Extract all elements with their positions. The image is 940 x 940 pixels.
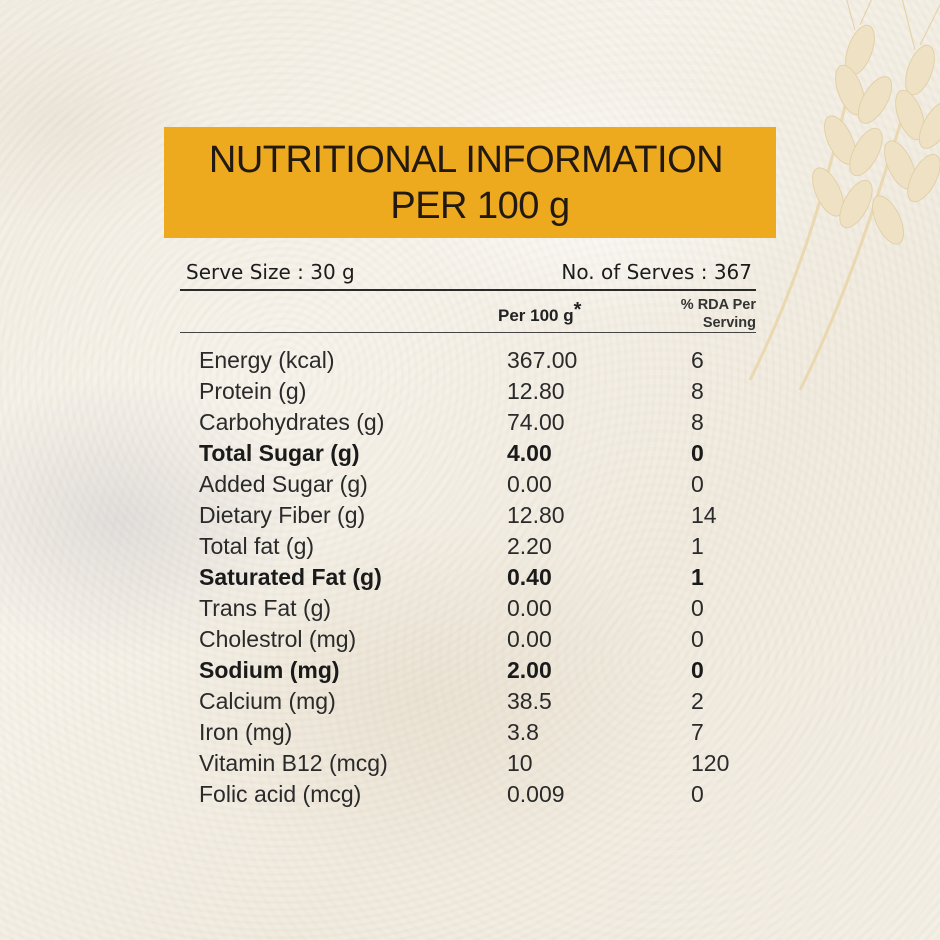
nutrient-rda: 1 [691,564,704,590]
nutrient-rda: 2 [691,688,704,714]
nutrient-per100: 0.009 [507,781,565,807]
table-row: Trans Fat (g) 0.00 0 [0,593,940,624]
table-row: Iron (mg) 3.8 7 [0,717,940,748]
nutrient-rda: 7 [691,719,704,745]
nutrient-name: Cholestrol (mg) [199,626,357,652]
divider-header [180,332,756,333]
nutrient-per100: 0.00 [507,471,552,497]
nutrient-rda: 0 [691,657,704,683]
nutrient-per100: 4.00 [507,440,552,466]
nutrient-per100: 12.80 [507,378,565,404]
table-row: Carbohydrates (g) 74.00 8 [0,407,940,438]
nutrient-per100: 3.8 [507,719,539,745]
nutrient-name: Folic acid (mcg) [199,781,362,807]
nutrient-name: Trans Fat (g) [199,595,332,621]
table-row: Vitamin B12 (mcg) 10 120 [0,748,940,779]
table-row: Total Sugar (g) 4.00 0 [0,438,940,469]
column-header-rda: % RDA Per Serving [650,296,756,332]
serves-count: No. of Serves : 367 [561,260,752,284]
table-row: Cholestrol (mg) 0.00 0 [0,624,940,655]
nutrient-rda: 0 [691,626,704,652]
nutrient-rda: 8 [691,378,704,404]
nutrient-per100: 0.40 [507,564,552,590]
nutrient-rda: 0 [691,781,704,807]
nutrient-name: Sodium (mg) [199,657,340,683]
table-row: Dietary Fiber (g) 12.80 14 [0,500,940,531]
divider-top [180,289,756,291]
nutrient-rda: 0 [691,595,704,621]
nutrient-per100: 0.00 [507,626,552,652]
nutrient-per100: 38.5 [507,688,552,714]
table-row: Total fat (g) 2.20 1 [0,531,940,562]
nutrient-per100: 2.20 [507,533,552,559]
nutrient-name: Carbohydrates (g) [199,409,385,435]
nutrient-rda: 0 [691,471,704,497]
nutrient-rda: 120 [691,750,730,776]
nutrient-name: Protein (g) [199,378,307,404]
nutrient-name: Total fat (g) [199,533,315,559]
nutrient-name: Added Sugar (g) [199,471,368,497]
serve-info-row: Serve Size : 30 g No. of Serves : 367 [182,258,754,288]
table-row: Saturated Fat (g) 0.40 1 [0,562,940,593]
nutrient-rda: 14 [691,502,717,528]
column-header-per100: Per 100 g* [498,299,581,327]
nutrient-name: Energy (kcal) [199,347,335,373]
table-row: Calcium (mg) 38.5 2 [0,686,940,717]
rda-label-line1: % RDA Per [680,297,756,313]
nutrient-per100: 2.00 [507,657,552,683]
nutrient-per100: 0.00 [507,595,552,621]
table-row: Folic acid (mcg) 0.009 0 [0,779,940,810]
nutrient-per100: 10 [507,750,533,776]
nutrient-name: Vitamin B12 (mcg) [199,750,388,776]
nutrient-rda: 1 [691,533,704,559]
nutrient-rda: 0 [691,440,704,466]
per100-label: Per 100 g [498,306,574,325]
rda-label-line2: Serving [702,315,756,331]
nutrient-rda: 6 [691,347,704,373]
nutrient-name: Calcium (mg) [199,688,336,714]
table-row: Protein (g) 12.80 8 [0,376,940,407]
nutrient-name: Saturated Fat (g) [199,564,382,590]
asterisk-mark: * [573,299,582,321]
header-title-line1: NUTRITIONAL INFORMATION [208,138,724,181]
nutrient-name: Total Sugar (g) [199,440,360,466]
nutrient-rda: 8 [691,409,704,435]
nutrient-per100: 12.80 [507,502,565,528]
nutrient-per100: 367.00 [507,347,578,373]
nutrient-per100: 74.00 [507,409,565,435]
header-banner: NUTRITIONAL INFORMATION PER 100 g [164,127,776,238]
nutrient-name: Iron (mg) [199,719,293,745]
serve-size: Serve Size : 30 g [186,260,355,284]
nutrient-name: Dietary Fiber (g) [199,502,366,528]
table-row: Sodium (mg) 2.00 0 [0,655,940,686]
table-row: Added Sugar (g) 0.00 0 [0,469,940,500]
header-title-line2: PER 100 g [390,184,570,227]
table-row: Energy (kcal) 367.00 6 [0,345,940,376]
